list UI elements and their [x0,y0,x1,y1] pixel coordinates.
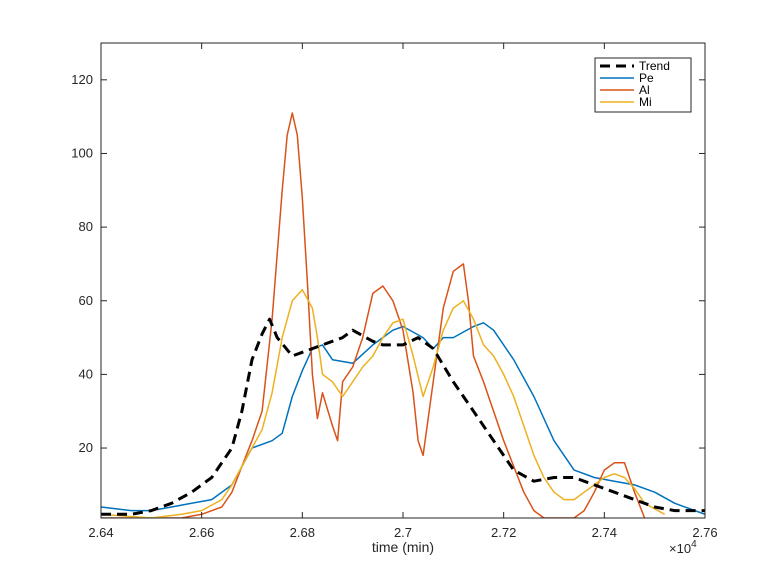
legend-label-mi: Mi [639,95,652,109]
x-tick-label: 2.74 [592,525,617,540]
x-axis-ticks: 2.64 2.66 2.68 2.7 2.72 2.74 2.76 [88,43,718,540]
x-tick-label: 2.68 [290,525,315,540]
y-tick-label: 40 [79,366,93,381]
series-line-al [101,112,646,518]
x-tick-label: 2.64 [88,525,113,540]
legend-box [594,57,692,113]
y-tick-label: 100 [71,145,93,160]
series-line-trend [101,317,705,516]
series-line-mi [101,288,666,518]
x-tick-label: 2.66 [189,525,214,540]
y-axis-ticks: 20 40 60 80 100 120 [71,72,705,455]
series-line-pe [101,322,705,516]
series-layer [101,112,705,518]
x-axis-exponent-power: 4 [691,539,697,550]
y-tick-label: 80 [79,219,93,234]
x-axis-exponent: ×104 [669,539,697,556]
x-axis-exponent-base: ×10 [669,541,691,556]
y-tick-label: 60 [79,293,93,308]
plot-area [101,43,705,518]
x-axis-label: time (min) [372,539,434,555]
legend-label-trend: Trend [639,59,670,73]
legend-label-al: Al [639,83,650,97]
x-tick-label: 2.7 [394,525,412,540]
legend-label-pe: Pe [639,71,654,85]
y-tick-label: 120 [71,72,93,87]
x-tick-label: 2.72 [491,525,516,540]
x-tick-label: 2.76 [692,525,717,540]
y-tick-label: 20 [79,440,93,455]
